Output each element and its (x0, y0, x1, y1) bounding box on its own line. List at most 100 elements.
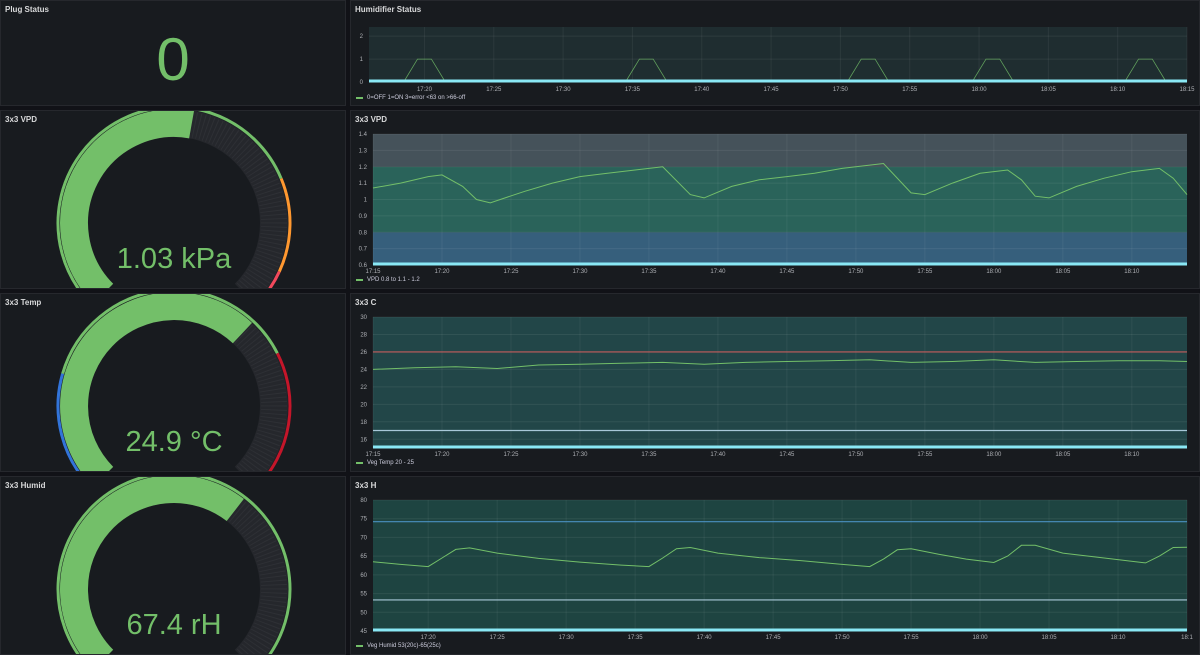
y-tick-label: 45 (360, 629, 367, 635)
x-tick-label: 18:05 (1042, 635, 1058, 641)
y-tick-label: 1.2 (359, 165, 368, 171)
gauge-value-arc (60, 294, 253, 471)
chart-legend[interactable]: VPD 0.8 to 1.1 - 1.2 (356, 277, 420, 283)
x-tick-label: 18:10 (1111, 635, 1127, 641)
x-tick-label: 17:15 (365, 269, 381, 275)
plot-area (369, 27, 1187, 82)
chart-legend[interactable]: 0=OFF 1=ON 3=error <63 on >66-off (356, 95, 465, 101)
y-tick-label: 26 (360, 350, 367, 356)
x-tick-label: 17:20 (434, 452, 450, 458)
y-tick-label: 60 (360, 573, 367, 579)
x-tick-label: 17:20 (417, 87, 433, 93)
y-tick-label: 0.6 (359, 263, 368, 269)
panel-title[interactable]: 3x3 H (355, 481, 377, 490)
y-tick-label: 50 (360, 610, 367, 616)
humid-timeseries-chart[interactable]: 45 50 55 60 65 70 75 80 17:20 17:25 17:30 17:35 17:4… (351, 477, 1200, 655)
x-tick-label: 18:05 (1041, 87, 1057, 93)
x-tick-label: 17:40 (710, 269, 726, 275)
x-tick-label: 17:40 (710, 452, 726, 458)
y-tick-label: 0.8 (359, 230, 368, 236)
legend-label: Veg Humid 53(20c)-65(25c) (367, 643, 441, 649)
chart-legend[interactable]: Veg Humid 53(20c)-65(25c) (356, 643, 441, 649)
x-tick-label: 17:50 (835, 635, 851, 641)
y-tick-label: 1.3 (359, 148, 368, 154)
gauge-threshold (268, 270, 281, 288)
gauge-value: 67.4 rH (126, 609, 221, 641)
x-tick-label: 17:40 (694, 87, 710, 93)
temp-gauge: 24.9 °C (56, 294, 292, 471)
humidifier-status-chart[interactable]: 0 1 2 17:20 17:25 17:30 17:35 17:40 17:45 17:50 17… (351, 1, 1200, 106)
humid-gauge-panel[interactable]: 3x3 Humid 67.4 rH (0, 476, 346, 655)
temp-gauge-panel[interactable]: 3x3 Temp 24.9 °C (0, 293, 346, 472)
y-tick-label: 24 (360, 367, 367, 373)
gauge-value-arc (60, 477, 244, 654)
panel-title[interactable]: 3x3 C (355, 298, 377, 307)
y-tick-label: 0 (360, 80, 364, 86)
gauge-threshold (56, 477, 292, 654)
x-tick-label: 18:1 (1181, 635, 1193, 641)
legend-swatch (356, 97, 363, 99)
vpd-gauge-panel[interactable]: 3x3 VPD 1.03 kPa (0, 110, 346, 289)
gauge-threshold (61, 294, 279, 375)
panel-title[interactable]: Humidifier Status (355, 5, 422, 14)
x-tick-label: 17:45 (766, 635, 782, 641)
legend-swatch (356, 462, 363, 464)
x-tick-label: 18:05 (1055, 452, 1071, 458)
x-tick-label: 18:10 (1124, 269, 1140, 275)
y-tick-label: 18 (360, 420, 367, 426)
x-tick-label: 17:50 (848, 269, 864, 275)
panel-title[interactable]: Plug Status (5, 5, 50, 14)
x-tick-label: 18:00 (973, 635, 989, 641)
chart-legend[interactable]: Veg Temp 20 - 25 (356, 460, 414, 466)
y-tick-label: 70 (360, 535, 367, 541)
x-tick-label: 17:30 (556, 87, 572, 93)
y-tick-label: 1 (360, 57, 364, 63)
panel-title[interactable]: 3x3 Temp (5, 298, 42, 307)
x-tick-label: 18:00 (972, 87, 988, 93)
x-tick-label: 17:45 (779, 269, 795, 275)
x-tick-label: 17:25 (503, 452, 519, 458)
x-tick-label: 17:30 (572, 452, 588, 458)
vpd-gauge: 1.03 kPa (56, 111, 292, 288)
x-tick-label: 17:35 (628, 635, 644, 641)
x-tick-label: 17:55 (904, 635, 920, 641)
vpd-chart-panel[interactable]: 3x3 VPD 0.6 0.7 0.8 0.9 1 1.1 1.2 1.3 1.4 17:15 17… (350, 110, 1200, 289)
temp-chart-panel[interactable]: 3x3 C 16 18 20 22 24 26 28 30 17:15 17:20 17:25 17:… (350, 293, 1200, 472)
x-tick-label: 17:55 (917, 269, 933, 275)
y-tick-label: 20 (360, 402, 367, 408)
humid-gauge: 67.4 rH (56, 477, 292, 654)
y-tick-label: 2 (360, 34, 364, 40)
humidifier-status-panel[interactable]: Humidifier Status 0 1 2 17:20 17:25 17:30 17:3… (350, 0, 1200, 106)
temp-timeseries-chart[interactable]: 16 18 20 22 24 26 28 30 17:15 17:20 17:25 17:30 17:3… (351, 294, 1200, 472)
gauge-value: 24.9 °C (125, 426, 222, 458)
x-tick-label: 18:10 (1124, 452, 1140, 458)
vpd-timeseries-chart[interactable]: 0.6 0.7 0.8 0.9 1 1.1 1.2 1.3 1.4 17:15 17:20 17:25… (351, 111, 1200, 289)
x-tick-label: 18:00 (986, 269, 1002, 275)
threshold-band (373, 317, 1187, 448)
threshold-band (373, 134, 1187, 167)
y-tick-label: 65 (360, 554, 367, 560)
x-tick-label: 17:35 (641, 452, 657, 458)
panel-title[interactable]: 3x3 Humid (5, 481, 46, 490)
threshold-band (373, 232, 1187, 265)
x-tick-label: 17:30 (559, 635, 575, 641)
y-tick-label: 75 (360, 517, 367, 523)
x-tick-label: 17:30 (572, 269, 588, 275)
y-tick-label: 28 (360, 332, 367, 338)
panel-title[interactable]: 3x3 VPD (355, 115, 388, 124)
gauge-threshold (56, 111, 283, 288)
series-line[interactable] (372, 162, 1188, 204)
legend-swatch (356, 279, 363, 281)
gauge-value: 1.03 kPa (117, 243, 232, 275)
y-tick-label: 16 (360, 437, 367, 443)
y-tick-label: 1.4 (359, 132, 368, 138)
x-tick-label: 17:35 (641, 269, 657, 275)
humid-chart-panel[interactable]: 3x3 H 45 50 55 60 65 70 75 80 17:20 17:25 17:30 17:… (350, 476, 1200, 655)
plug-status-panel[interactable]: Plug Status 0 (0, 0, 346, 106)
x-tick-label: 17:15 (365, 452, 381, 458)
x-tick-label: 17:40 (697, 635, 713, 641)
panel-title[interactable]: 3x3 VPD (5, 115, 38, 124)
series-line[interactable] (372, 359, 1188, 370)
gauge-threshold (277, 178, 292, 273)
series-line[interactable] (372, 544, 1188, 568)
